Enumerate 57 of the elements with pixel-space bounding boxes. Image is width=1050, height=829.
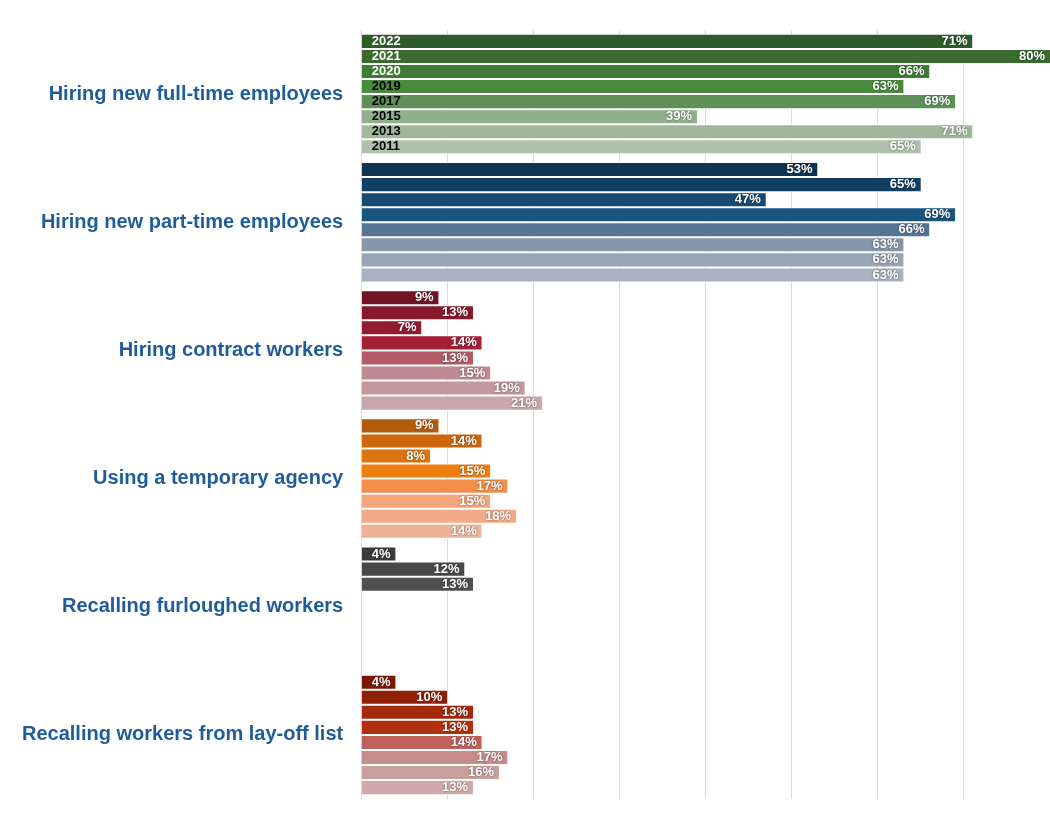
data-label: 15%: [459, 492, 486, 508]
data-label: 12%: [433, 560, 460, 576]
data-label: 17%: [476, 477, 503, 493]
data-label: 47%: [734, 191, 762, 207]
data-label: 71%: [941, 123, 968, 139]
y-tick-label: Recalling workers from lay-off list: [21, 722, 344, 745]
series-label: 2015: [371, 108, 401, 124]
data-label: 69%: [924, 93, 951, 109]
data-label: 13%: [442, 779, 469, 795]
series-label: 2020: [371, 63, 401, 79]
series-label: 2013: [371, 123, 401, 139]
data-label: 4%: [371, 545, 392, 561]
data-label: 13%: [442, 349, 469, 365]
data-label: 21%: [510, 394, 538, 410]
data-label: 17%: [476, 749, 503, 765]
data-label: 15%: [459, 364, 486, 380]
data-label: 9%: [414, 417, 435, 433]
data-label: 4%: [371, 673, 392, 689]
data-label: 63%: [872, 266, 900, 282]
data-label: 53%: [786, 161, 813, 177]
data-label: 14%: [450, 522, 478, 538]
y-tick-label: Using a temporary agency: [93, 466, 345, 489]
data-label: 66%: [898, 63, 925, 79]
data-label: 18%: [485, 507, 512, 523]
data-label: 80%: [1018, 48, 1046, 64]
series-label: 2017: [371, 93, 401, 109]
data-label: 39%: [665, 108, 693, 124]
data-label: 7%: [397, 319, 417, 335]
data-label: 14%: [450, 334, 478, 350]
data-label: 16%: [467, 764, 495, 780]
data-label: 66%: [898, 221, 925, 237]
data-label: 13%: [442, 304, 469, 320]
data-label: 13%: [442, 703, 469, 719]
data-label: 9%: [414, 289, 435, 305]
series-label: 2022: [371, 32, 401, 48]
data-label: 13%: [442, 718, 469, 734]
data-label: 14%: [450, 734, 478, 750]
data-label: 63%: [872, 251, 900, 267]
data-label: 8%: [406, 447, 426, 463]
series-label: 2019: [371, 78, 401, 94]
y-tick-label: Recalling furloughed workers: [62, 594, 344, 617]
y-tick-label: Hiring new full-time employees: [48, 81, 344, 104]
data-label: 65%: [889, 176, 917, 192]
data-label: 15%: [459, 462, 486, 478]
data-label: 14%: [450, 432, 478, 448]
data-label: 65%: [889, 138, 917, 154]
y-tick-label: Hiring contract workers: [118, 337, 344, 360]
data-label: 63%: [872, 78, 900, 94]
series-label: 2011: [371, 138, 400, 154]
data-label: 19%: [493, 379, 521, 395]
series-label: 2021: [371, 48, 401, 64]
data-label: 63%: [872, 236, 900, 252]
data-label: 71%: [941, 32, 968, 48]
y-tick-label: Hiring new part-time employees: [40, 209, 344, 232]
data-label: 13%: [442, 575, 469, 591]
data-label: 69%: [924, 206, 951, 222]
data-label: 10%: [416, 688, 443, 704]
